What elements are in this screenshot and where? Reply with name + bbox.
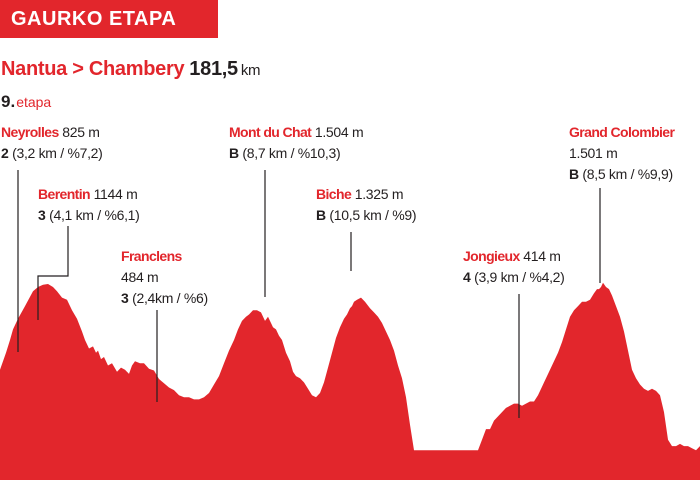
climb-name: Franclens bbox=[121, 248, 182, 264]
climb-label: Jongieux 414 m 4 (3,9 km / %4,2) bbox=[463, 246, 565, 288]
climb-altitude: 1.504 m bbox=[314, 124, 364, 140]
climb-altitude: 484 m bbox=[121, 269, 159, 285]
climb-altitude: 1.501 m bbox=[569, 145, 618, 161]
stage-number-label: etapa bbox=[16, 94, 52, 110]
stage-route: Nantua > Chambery 181,5 km bbox=[1, 58, 261, 81]
climb-category: B bbox=[229, 145, 239, 161]
climb-category: 4 bbox=[463, 269, 471, 285]
climb-category: B bbox=[316, 207, 326, 223]
section-badge: GAURKO ETAPA bbox=[0, 0, 218, 38]
climb-leader-line bbox=[37, 226, 69, 320]
climb-category: 3 bbox=[38, 207, 46, 223]
climb-label: Franclens 484 m 3 (2,4km / %6) bbox=[121, 246, 208, 309]
climb-name: Grand Colombier bbox=[569, 124, 675, 140]
climb-name: Jongieux bbox=[463, 248, 520, 264]
route-distance: 181,5 bbox=[189, 58, 238, 80]
climb-leader-lines bbox=[17, 170, 601, 418]
climb-label: Berentin 1144 m 3 (4,1 km / %6,1) bbox=[38, 184, 140, 226]
climb-name: Biche bbox=[316, 186, 352, 202]
climb-detail: (4,1 km / %6,1) bbox=[49, 207, 140, 223]
route-distance-unit: km bbox=[240, 62, 261, 79]
climb-name: Berentin bbox=[38, 186, 91, 202]
climb-detail: (2,4km / %6) bbox=[132, 290, 208, 306]
climb-detail: (3,9 km / %4,2) bbox=[474, 269, 565, 285]
climb-label: Biche 1.325 m B (10,5 km / %9) bbox=[316, 184, 417, 226]
climb-label: Neyrolles 825 m 2 (3,2 km / %7,2) bbox=[1, 122, 103, 164]
stage-number-value: 9. bbox=[1, 92, 16, 111]
route-name: Nantua > Chambery bbox=[1, 58, 185, 80]
climb-label: Mont du Chat 1.504 m B (8,7 km / %10,3) bbox=[229, 122, 364, 164]
climb-name: Mont du Chat bbox=[229, 124, 312, 140]
climb-category: B bbox=[569, 166, 579, 182]
climb-detail: (8,5 km / %9,9) bbox=[582, 166, 673, 182]
climb-detail: (8,7 km / %10,3) bbox=[242, 145, 341, 161]
climb-detail: (3,2 km / %7,2) bbox=[12, 145, 103, 161]
climb-name: Neyrolles bbox=[1, 124, 59, 140]
climb-label: Grand Colombier 1.501 m B (8,5 km / %9,9… bbox=[569, 122, 675, 185]
climb-altitude: 414 m bbox=[523, 248, 561, 264]
climb-category: 3 bbox=[121, 290, 129, 306]
climb-detail: (10,5 km / %9) bbox=[329, 207, 417, 223]
stage-number: 9.etapa bbox=[1, 92, 51, 112]
climb-altitude: 1144 m bbox=[93, 186, 138, 202]
elevation-profile-area bbox=[0, 282, 700, 480]
climb-altitude: 825 m bbox=[62, 124, 100, 140]
climb-altitude: 1.325 m bbox=[354, 186, 404, 202]
climb-category: 2 bbox=[1, 145, 9, 161]
